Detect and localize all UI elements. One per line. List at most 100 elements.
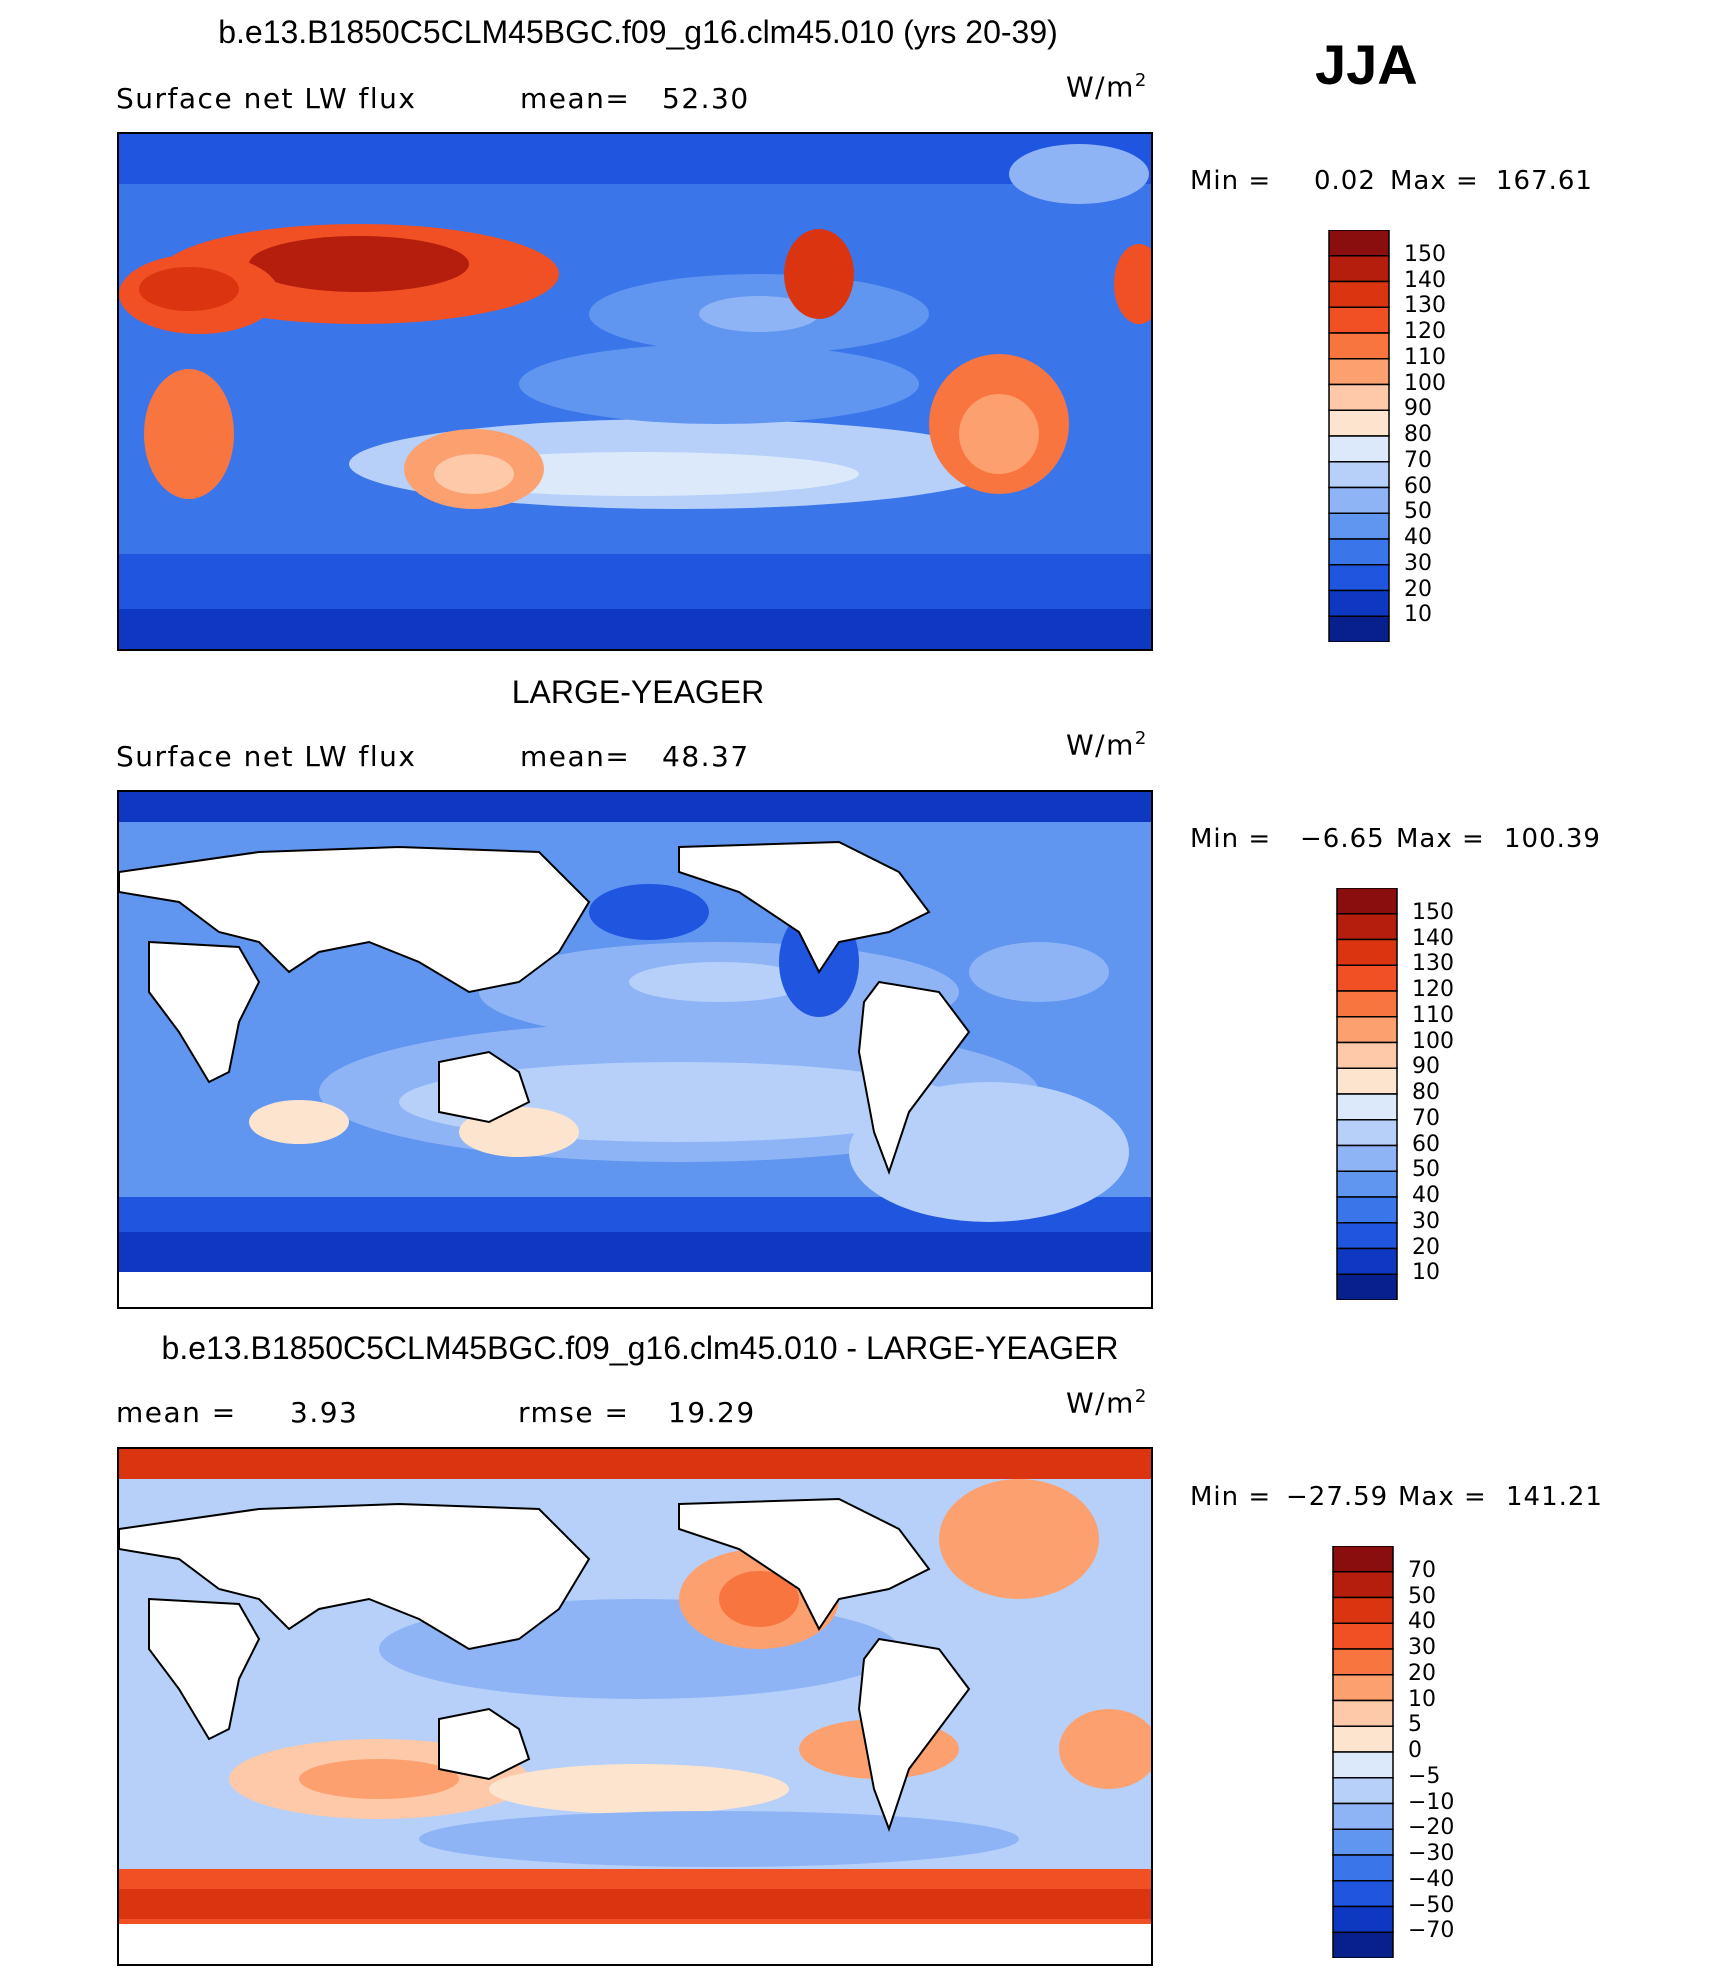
panel-2-min-label: Min = bbox=[1190, 824, 1272, 854]
panel-2-max-value: 100.39 bbox=[1504, 824, 1601, 854]
colorbar-tick-label: 10 bbox=[1408, 1686, 1436, 1712]
panel-1-max-label: Max = bbox=[1390, 166, 1479, 196]
panel-2-title: LARGE-YEAGER bbox=[511, 674, 765, 710]
colorbar-tick-label: 150 bbox=[1412, 899, 1454, 925]
colorbar-tick-label: 30 bbox=[1408, 1635, 1436, 1660]
colorbar-tick-label: 60 bbox=[1412, 1131, 1440, 1157]
panel-3-rmse-label: rmse = bbox=[518, 1396, 630, 1429]
colorbar-swatch bbox=[1332, 1854, 1394, 1882]
panel-3-colorbar bbox=[1332, 1545, 1394, 1959]
colorbar-swatch bbox=[1332, 1931, 1394, 1959]
panel-3-colorbar-svg bbox=[1332, 1545, 1394, 1959]
colorbar-swatch bbox=[1328, 589, 1390, 617]
colorbar-swatch bbox=[1328, 512, 1390, 540]
colorbar-tick-label: −10 bbox=[1408, 1789, 1455, 1815]
colorbar-tick-label: 70 bbox=[1412, 1105, 1440, 1131]
colorbar-tick-label: 140 bbox=[1404, 267, 1446, 293]
panel-3-map-svg bbox=[119, 1449, 1151, 1964]
colorbar-swatch bbox=[1332, 1751, 1394, 1779]
season-label: JJA bbox=[1315, 33, 1418, 96]
colorbar-swatch bbox=[1336, 887, 1398, 915]
colorbar-swatch bbox=[1332, 1880, 1394, 1908]
colorbar-tick-label: −30 bbox=[1408, 1841, 1455, 1866]
panel-1-title: b.e13.B1850C5CLM45BGC.f09_g16.clm45.010 … bbox=[218, 14, 1058, 50]
colorbar-tick-label: 100 bbox=[1404, 370, 1446, 396]
colorbar-swatch bbox=[1332, 1699, 1394, 1727]
colorbar-tick-label: 90 bbox=[1412, 1054, 1440, 1080]
panel-2-min-value: −6.65 bbox=[1300, 824, 1385, 854]
colorbar-swatch bbox=[1336, 1196, 1398, 1224]
panel-3-max-label: Max = bbox=[1398, 1482, 1487, 1512]
colorbar-tick-label: 5 bbox=[1408, 1712, 1422, 1738]
panel-3-title: b.e13.B1850C5CLM45BGC.f09_g16.clm45.010 … bbox=[161, 1330, 1119, 1366]
panel-1-min-value: 0.02 bbox=[1314, 166, 1376, 196]
panel-2-variable-label: Surface net LW flux bbox=[116, 740, 417, 773]
colorbar-tick-label: 50 bbox=[1404, 499, 1432, 525]
panel-1-units: W/m2 bbox=[1066, 70, 1148, 104]
colorbar-swatch bbox=[1332, 1777, 1394, 1805]
colorbar-swatch bbox=[1332, 1802, 1394, 1830]
colorbar-tick-label: 0 bbox=[1408, 1738, 1422, 1763]
panel-3-min-value: −27.59 bbox=[1286, 1482, 1389, 1512]
colorbar-swatch bbox=[1332, 1828, 1394, 1856]
colorbar-tick-label: 10 bbox=[1404, 602, 1432, 628]
colorbar-tick-label: −40 bbox=[1408, 1866, 1455, 1892]
panel-1-max-value: 167.61 bbox=[1496, 166, 1593, 196]
panel-1-colorbar-svg bbox=[1328, 229, 1390, 643]
colorbar-tick-label: 10 bbox=[1412, 1260, 1440, 1286]
panel-1-variable-label: Surface net LW flux bbox=[116, 82, 417, 115]
colorbar-tick-label: 100 bbox=[1412, 1028, 1454, 1054]
panel-2-map bbox=[117, 790, 1153, 1309]
colorbar-tick-label: 40 bbox=[1404, 525, 1432, 550]
colorbar-tick-label: 20 bbox=[1408, 1660, 1436, 1686]
colorbar-swatch bbox=[1328, 332, 1390, 360]
colorbar-swatch bbox=[1336, 990, 1398, 1018]
colorbar-tick-label: 20 bbox=[1404, 576, 1432, 602]
colorbar-swatch bbox=[1332, 1648, 1394, 1676]
colorbar-swatch bbox=[1332, 1725, 1394, 1753]
colorbar-swatch bbox=[1332, 1674, 1394, 1702]
panel-2-mean-label: mean= bbox=[520, 740, 631, 773]
panel-3-units: W/m2 bbox=[1066, 1386, 1148, 1420]
colorbar-swatch bbox=[1328, 461, 1390, 489]
colorbar-swatch bbox=[1336, 1222, 1398, 1250]
colorbar-swatch bbox=[1336, 1119, 1398, 1147]
colorbar-swatch bbox=[1328, 229, 1390, 257]
colorbar-tick-label: 30 bbox=[1404, 550, 1432, 576]
panel-2-units: W/m2 bbox=[1066, 728, 1148, 762]
colorbar-swatch bbox=[1336, 1041, 1398, 1069]
colorbar-swatch bbox=[1336, 1170, 1398, 1198]
panel-1-map-svg bbox=[119, 134, 1151, 649]
colorbar-swatch bbox=[1332, 1905, 1394, 1933]
colorbar-swatch bbox=[1328, 383, 1390, 411]
colorbar-swatch bbox=[1336, 1273, 1398, 1301]
colorbar-tick-label: 70 bbox=[1408, 1557, 1436, 1583]
panel-3-rmse-value: 19.29 bbox=[668, 1396, 756, 1429]
colorbar-swatch bbox=[1328, 280, 1390, 308]
panel-3-max-value: 141.21 bbox=[1506, 1482, 1603, 1512]
colorbar-tick-label: 110 bbox=[1404, 344, 1446, 370]
colorbar-swatch bbox=[1328, 486, 1390, 514]
colorbar-tick-label: 90 bbox=[1404, 396, 1432, 422]
colorbar-tick-label: 130 bbox=[1412, 951, 1454, 977]
colorbar-swatch bbox=[1328, 358, 1390, 386]
colorbar-swatch bbox=[1328, 306, 1390, 334]
panel-1-map bbox=[117, 132, 1153, 651]
colorbar-tick-label: 40 bbox=[1412, 1183, 1440, 1208]
colorbar-swatch bbox=[1332, 1545, 1394, 1573]
colorbar-swatch bbox=[1332, 1596, 1394, 1624]
panel-1-colorbar bbox=[1328, 229, 1390, 643]
colorbar-swatch bbox=[1328, 255, 1390, 283]
colorbar-tick-label: 120 bbox=[1412, 977, 1454, 1002]
panel-3-mean-label: mean = bbox=[116, 1396, 237, 1429]
colorbar-swatch bbox=[1336, 1247, 1398, 1275]
colorbar-swatch bbox=[1336, 1093, 1398, 1121]
colorbar-tick-label: 140 bbox=[1412, 925, 1454, 951]
colorbar-swatch bbox=[1336, 1016, 1398, 1044]
panel-2-max-label: Max = bbox=[1396, 824, 1485, 854]
panel-1-mean-label: mean= bbox=[520, 82, 631, 115]
colorbar-tick-label: 20 bbox=[1412, 1234, 1440, 1260]
panel-2-colorbar bbox=[1336, 887, 1398, 1301]
colorbar-swatch bbox=[1336, 938, 1398, 966]
colorbar-swatch bbox=[1328, 615, 1390, 643]
